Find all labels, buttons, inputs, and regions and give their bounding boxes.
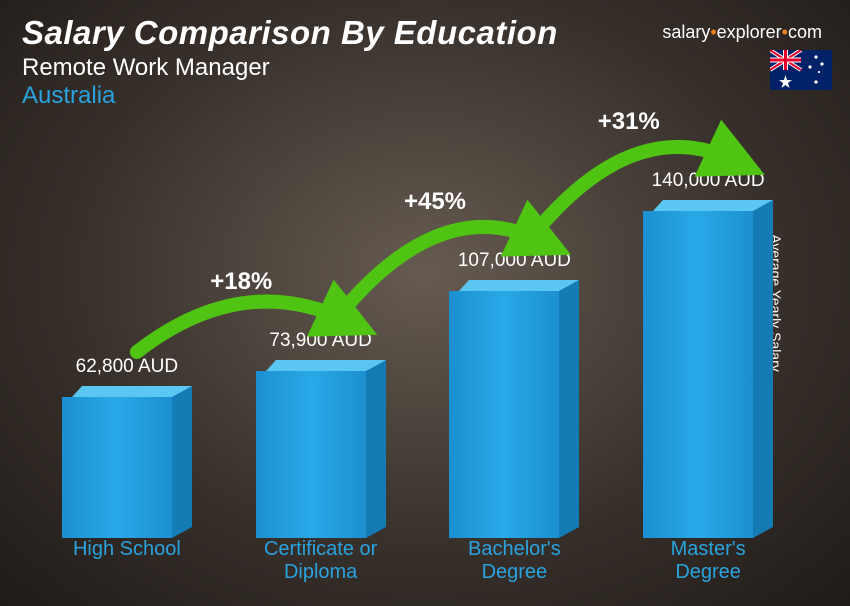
bar-value-label: 62,800 AUD [76, 356, 178, 378]
bar-group: 107,000 AUD [421, 250, 607, 538]
bar [62, 386, 192, 538]
country-label: Australia [22, 82, 828, 110]
bar-group: 140,000 AUD [615, 170, 801, 538]
category-label: Bachelor'sDegree [421, 538, 607, 588]
source-attribution: salary•explorer•com [662, 22, 822, 43]
bar-value-label: 73,900 AUD [269, 330, 371, 352]
source-suffix: com [788, 22, 822, 42]
bar-chart: 62,800 AUD 73,900 AUD 107,000 AUD 140,000 A… [30, 140, 805, 588]
bar [643, 200, 773, 538]
bar-group: 62,800 AUD [34, 356, 220, 538]
category-label: Certificate orDiploma [228, 538, 414, 588]
australia-flag-icon [770, 50, 832, 90]
source-mid: explorer [717, 22, 782, 42]
category-label: High School [34, 538, 220, 588]
bar [449, 280, 579, 538]
bar-value-label: 140,000 AUD [652, 170, 765, 192]
job-title: Remote Work Manager [22, 54, 828, 82]
labels-container: High SchoolCertificate orDiplomaBachelor… [30, 538, 805, 588]
bars-container: 62,800 AUD 73,900 AUD 107,000 AUD 140,000 A… [30, 140, 805, 538]
bar [256, 360, 386, 538]
category-label: Master'sDegree [615, 538, 801, 588]
bar-value-label: 107,000 AUD [458, 250, 571, 272]
bar-group: 73,900 AUD [228, 330, 414, 538]
source-prefix: salary [662, 22, 710, 42]
